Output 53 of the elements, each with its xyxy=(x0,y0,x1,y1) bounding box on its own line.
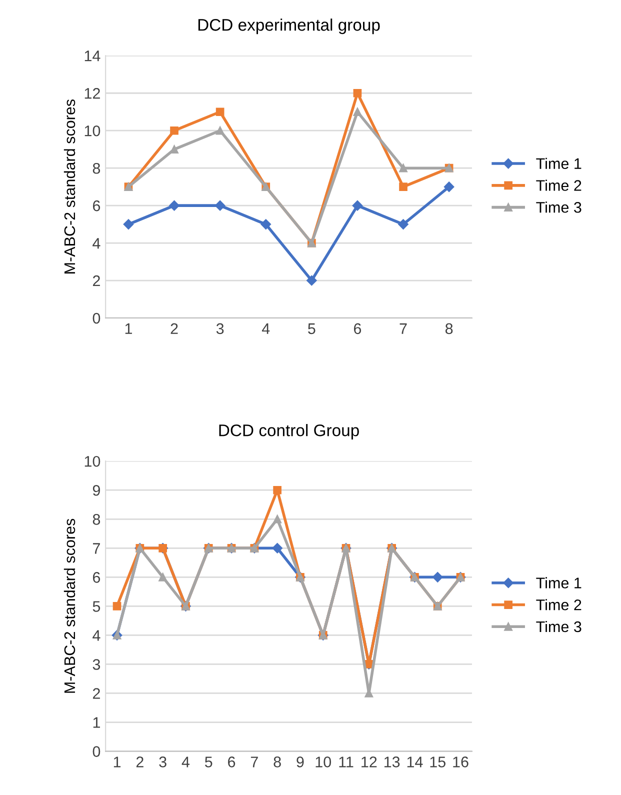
y-axis-title: M-ABC-2 standard scores xyxy=(64,518,76,693)
legend-label: Time 2 xyxy=(536,180,582,191)
y-tick-label: 6 xyxy=(92,572,100,583)
chart-title: DCD control Group xyxy=(219,424,359,440)
x-tick-label: 13 xyxy=(384,756,400,768)
x-tick-label: 3 xyxy=(216,323,224,334)
y-tick-label: 5 xyxy=(92,601,100,612)
x-tick-label: 2 xyxy=(170,323,178,334)
x-tick-label: 4 xyxy=(262,323,270,334)
legend-label: Time 3 xyxy=(536,620,582,632)
x-tick-label: 15 xyxy=(430,756,446,768)
x-tick-label: 1 xyxy=(114,756,121,768)
x-tick-label: 5 xyxy=(308,323,316,334)
y-tick-label: 8 xyxy=(92,514,100,525)
y-tick-label: 9 xyxy=(92,484,100,496)
y-tick-label: 3 xyxy=(92,659,100,670)
legend-label: Time 1 xyxy=(536,158,582,170)
y-tick-label: 2 xyxy=(92,275,100,286)
x-tick-label: 6 xyxy=(228,756,236,768)
x-tick-label: 12 xyxy=(362,756,377,768)
y-tick-label: 8 xyxy=(92,162,100,174)
y-tick-label: 14 xyxy=(84,50,100,62)
x-tick-label: 8 xyxy=(445,323,453,334)
y-tick-label: 12 xyxy=(84,88,100,99)
x-tick-label: 3 xyxy=(159,756,166,768)
x-tick-label: 1 xyxy=(125,323,132,334)
y-tick-label: 10 xyxy=(84,456,100,467)
y-tick-label: 2 xyxy=(92,688,100,699)
x-tick-label: 7 xyxy=(250,756,258,768)
y-tick-label: 4 xyxy=(92,238,100,249)
x-tick-label: 9 xyxy=(296,756,304,768)
legend-label: Time 2 xyxy=(536,599,582,610)
chart-title: DCD experimental group xyxy=(198,18,380,34)
x-tick-label: 10 xyxy=(316,756,332,768)
legend-label: Time 1 xyxy=(536,577,582,588)
y-tick-label: 0 xyxy=(92,312,100,324)
x-tick-label: 4 xyxy=(182,756,190,768)
y-tick-label: 7 xyxy=(92,543,100,554)
y-tick-label: 6 xyxy=(92,200,100,212)
y-tick-label: 0 xyxy=(92,746,100,757)
x-tick-label: 7 xyxy=(400,323,407,334)
y-axis-title: M-ABC-2 standard scores xyxy=(64,99,76,274)
y-tick-label: 10 xyxy=(84,125,100,136)
x-tick-label: 16 xyxy=(453,756,468,768)
x-tick-label: 11 xyxy=(339,756,354,768)
x-tick-label: 14 xyxy=(407,756,423,768)
y-tick-label: 1 xyxy=(93,717,100,728)
y-tick-label: 4 xyxy=(92,630,100,641)
x-tick-label: 6 xyxy=(354,323,362,334)
legend-label: Time 3 xyxy=(536,202,582,213)
x-tick-label: 5 xyxy=(204,756,212,768)
x-tick-label: 8 xyxy=(274,756,281,768)
x-tick-label: 2 xyxy=(136,756,144,768)
